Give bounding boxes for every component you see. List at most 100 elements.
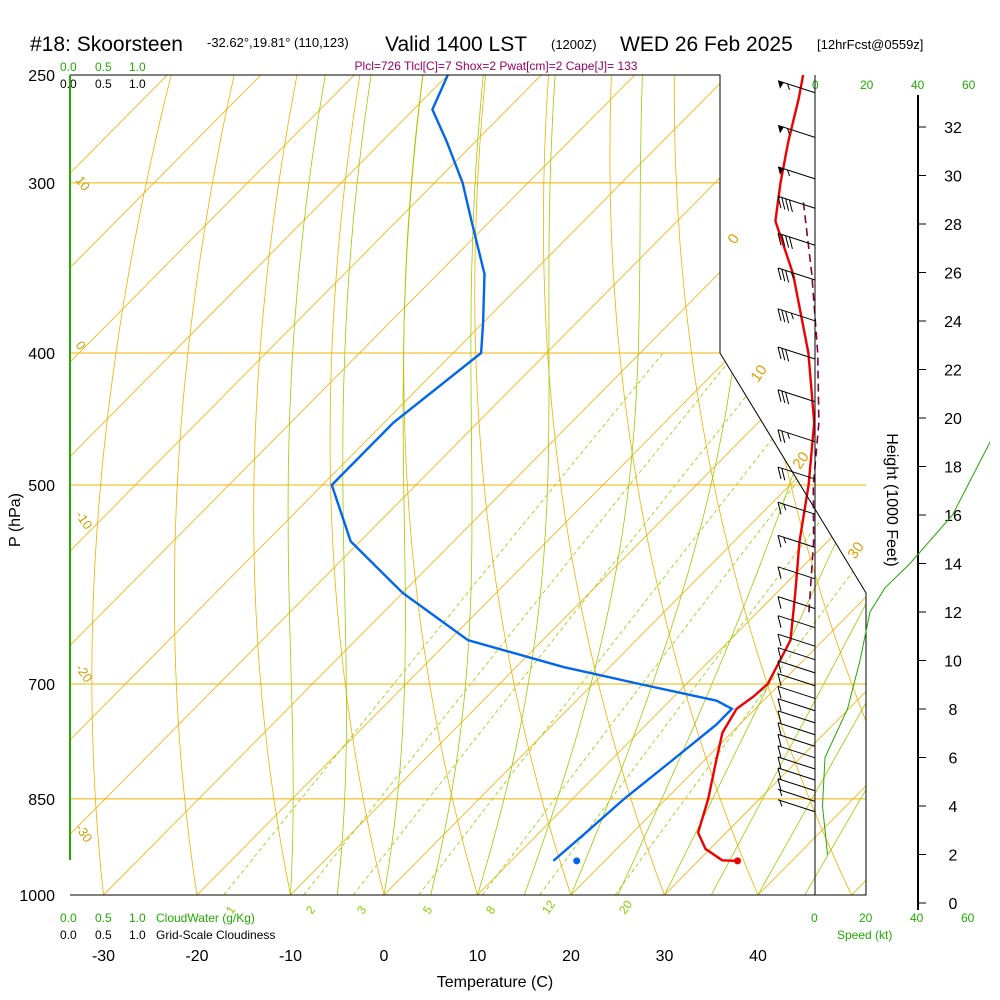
wind-barb — [777, 745, 816, 759]
moist-adiabat-line — [757, 75, 866, 895]
mixing-ratio-label: 5 — [420, 903, 435, 917]
cloud-scale-bottom: 0.0 0.5 1.0 CloudWater (g/Kg) 0.0 0.5 1.… — [60, 911, 275, 942]
surface-temperature-marker — [734, 857, 742, 865]
isotherm-line — [70, 75, 262, 895]
dry-adiabat-line — [989, 75, 1000, 895]
pressure-tick-label: 850 — [28, 792, 55, 809]
wind-barb — [777, 633, 816, 647]
speed-scale-top: 0 20 40 60 — [812, 78, 976, 92]
dry-adiabat-label: 10 — [747, 362, 770, 385]
isotherm-line — [851, 75, 866, 895]
valid-date: WED 26 Feb 2025 — [620, 33, 793, 56]
speed-bot-0: 0 — [811, 911, 818, 925]
speed-bot-20: 20 — [859, 911, 873, 925]
moist-adiabat-line — [336, 75, 372, 895]
cloud-scale-top: 0.0 0.5 1.0 0.0 0.5 1.0 — [60, 60, 146, 91]
profiles — [330, 74, 820, 865]
wind-barb — [777, 722, 816, 736]
moist-adiabat-line — [287, 75, 326, 895]
speed-axis-label: Speed (kt) — [837, 928, 892, 942]
temperature-tick-label: 20 — [562, 948, 580, 965]
height-tick-label: 14 — [944, 557, 962, 574]
height-tick-label: 26 — [944, 266, 962, 283]
cloud-bot-green-2: 1.0 — [129, 911, 146, 925]
cloud-bot-black-0: 0.0 — [60, 928, 77, 942]
pressure-tick-label: 400 — [28, 346, 55, 363]
pressure-tick-label: 700 — [28, 677, 55, 694]
pressure-tick-label: 300 — [28, 176, 55, 193]
moist-adiabat-line — [430, 75, 484, 895]
cloud-top-black-0: 0.0 — [60, 77, 77, 91]
height-tick-label: 8 — [949, 702, 958, 719]
station-coords: -32.62°,19.81° (110,123) — [207, 35, 349, 50]
wind-barb — [777, 733, 816, 747]
moist-adiabat-line — [804, 75, 866, 895]
moist-adiabat-line — [523, 75, 643, 895]
plot-frame — [70, 74, 867, 896]
height-tick-label: 20 — [944, 411, 962, 428]
isotherm-line — [945, 75, 1000, 895]
wind-barbs — [777, 75, 816, 895]
dry-adiabat-line — [609, 75, 759, 895]
cloud-top-green-1: 0.5 — [95, 60, 112, 74]
dry-adiabat-line — [91, 75, 172, 895]
wind-barb — [777, 778, 816, 792]
wind-barb — [777, 308, 816, 324]
cloud-bot-green-0: 0.0 — [60, 911, 77, 925]
temperature-tick-label: 40 — [749, 948, 767, 965]
dry-adiabat-label: 0 — [73, 338, 89, 353]
dry-adiabat-label: -30 — [73, 821, 96, 845]
parcel-profile-line — [802, 202, 820, 613]
wind-barb — [777, 710, 816, 724]
cloud-top-black-1: 0.5 — [95, 77, 112, 91]
wind-barb — [777, 267, 816, 283]
height-tick-label: 2 — [949, 848, 958, 865]
temperature-axis-label: Temperature (C) — [437, 974, 553, 991]
wind-barb — [777, 346, 816, 362]
height-tick-label: 4 — [949, 799, 958, 816]
height-tick-label: 10 — [944, 654, 962, 671]
cloud-bot-green-1: 0.5 — [95, 911, 112, 925]
wind-barb — [777, 596, 816, 610]
mixing-ratio-label: 20 — [616, 897, 635, 916]
wind-barb — [777, 615, 816, 629]
forecast-info: [12hrFcst@0559z] — [817, 37, 923, 52]
dry-adiabat-label: 30 — [844, 539, 867, 562]
wind-barb — [777, 660, 816, 674]
wind-barb — [777, 429, 816, 444]
mixing-ratio-line — [352, 352, 781, 895]
wind-barb — [777, 673, 816, 687]
isotherm-line — [477, 75, 866, 895]
temperature-tick-label: 0 — [380, 948, 389, 965]
cloud-top-green-0: 0.0 — [60, 60, 77, 74]
height-tick-label: 0 — [949, 896, 958, 913]
mixing-ratio-line — [303, 352, 737, 895]
temperature-tick-label: -10 — [279, 948, 302, 965]
isotherm-line — [70, 75, 355, 895]
moist-adiabat-line — [477, 75, 556, 895]
height-tick-label: 16 — [944, 508, 962, 525]
surface-dewpoint-marker — [573, 857, 581, 865]
dry-adiabat-line — [174, 75, 235, 895]
temperature-tick-label: -30 — [92, 948, 115, 965]
dry-adiabat-label: 10 — [73, 173, 94, 193]
dry-adiabat-line — [926, 75, 1000, 895]
speed-scale-bottom: 0 20 40 60 Speed (kt) — [811, 911, 975, 942]
cloudiness-label: Grid-Scale Cloudiness — [156, 928, 275, 942]
zulu-time: (1200Z) — [551, 37, 597, 52]
height-tick-label: 22 — [944, 363, 962, 380]
wind-barb — [777, 756, 816, 770]
height-tick-label: 32 — [944, 120, 962, 137]
cloud-top-green-2: 1.0 — [129, 60, 146, 74]
pressure-tick-label: 1000 — [19, 888, 55, 905]
dry-adiabat-line — [253, 75, 298, 895]
station-title: #18: Skoorsteen — [30, 33, 183, 56]
moist-adiabat-line — [383, 75, 424, 895]
wind-barb — [777, 389, 816, 405]
dry-adiabat-label: 20 — [789, 449, 812, 472]
